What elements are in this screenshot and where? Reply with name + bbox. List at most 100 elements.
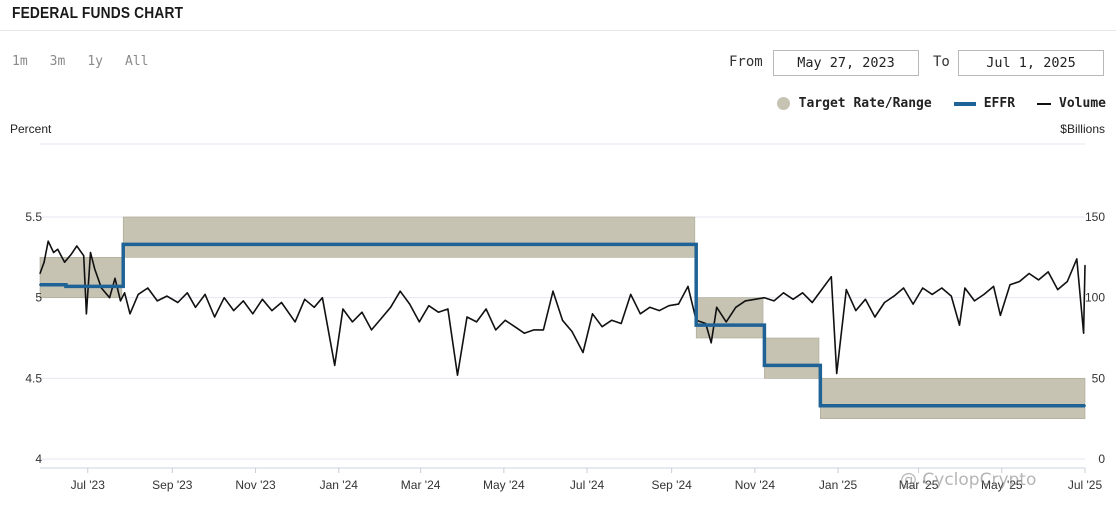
effr-point-3 xyxy=(695,324,698,327)
volume-point-6 xyxy=(70,253,72,255)
effr-point-2 xyxy=(122,243,125,246)
x-tick-label-6: Jul '24 xyxy=(570,478,605,492)
x-tick-label-5: May '24 xyxy=(483,478,525,492)
to-label: To xyxy=(933,54,950,70)
volume-point-112 xyxy=(1018,280,1021,283)
range-button-1y[interactable]: 1y xyxy=(87,54,103,69)
volume-point-32 xyxy=(271,309,273,312)
y-right-tick-label-3: 150 xyxy=(1085,210,1105,224)
volume-point-96 xyxy=(874,316,876,318)
volume-point-111 xyxy=(1009,284,1011,286)
volume-point-84 xyxy=(763,297,766,299)
x-tick-label-10: Mar '25 xyxy=(899,478,939,492)
volume-point-23 xyxy=(186,292,188,294)
volume-point-61 xyxy=(552,290,554,292)
effr-point-1 xyxy=(64,285,67,288)
volume-point-72 xyxy=(658,309,660,312)
effr-series xyxy=(39,242,1086,408)
y-right-tick-label-2: 100 xyxy=(1085,291,1105,305)
legend-item-effr[interactable]: EFFR xyxy=(953,96,1016,111)
volume-point-93 xyxy=(845,289,847,291)
volume-point-15 xyxy=(119,300,122,302)
volume-point-37 xyxy=(321,297,323,299)
volume-point-3 xyxy=(53,251,55,254)
target-range-segment-3 xyxy=(764,337,820,379)
volume-point-118 xyxy=(1076,258,1078,260)
volume-point-91 xyxy=(830,276,832,278)
x-tick-label-0: Jul '23 xyxy=(71,478,106,492)
volume-point-9 xyxy=(85,313,87,315)
y-right-tick-label-1: 50 xyxy=(1092,371,1106,385)
volume-series xyxy=(39,240,1086,376)
volume-point-38 xyxy=(334,364,336,367)
volume-point-116 xyxy=(1057,289,1059,291)
volume-point-17 xyxy=(129,313,131,315)
volume-point-47 xyxy=(418,321,420,323)
volume-point-106 xyxy=(964,287,966,289)
volume-point-68 xyxy=(620,322,622,325)
volume-point-49 xyxy=(437,311,439,313)
volume-point-41 xyxy=(361,311,363,313)
target-range-segment-1 xyxy=(122,216,696,258)
y-left-tick-label-2: 5 xyxy=(35,291,42,305)
volume-point-33 xyxy=(280,301,283,304)
volume-point-39 xyxy=(342,308,344,310)
volume-point-30 xyxy=(252,313,254,315)
range-button-all[interactable]: All xyxy=(124,54,149,69)
volume-point-4 xyxy=(57,248,59,250)
volume-point-83 xyxy=(754,298,756,300)
legend-label-target-rate: Target Rate/Range xyxy=(798,96,932,111)
volume-point-109 xyxy=(992,285,995,287)
legend-label-effr: EFFR xyxy=(983,96,1016,111)
legend-swatch-effr xyxy=(953,101,976,106)
legend-swatch-target-rate xyxy=(776,97,790,110)
x-tick-label-9: Jan '25 xyxy=(819,478,858,492)
volume-point-104 xyxy=(950,295,952,297)
volume-point-55 xyxy=(495,329,497,331)
volume-point-117 xyxy=(1066,280,1068,283)
volume-point-113 xyxy=(1028,272,1030,275)
legend-swatch-volume xyxy=(1037,102,1052,105)
volume-point-67 xyxy=(611,319,613,321)
volume-point-1 xyxy=(43,261,45,263)
volume-point-114 xyxy=(1038,279,1040,281)
watermark: @ CyclopCrypto xyxy=(900,470,1037,490)
volume-line xyxy=(39,240,1086,376)
volume-point-0 xyxy=(39,272,41,275)
volume-point-103 xyxy=(941,287,943,289)
legend-item-target-rate[interactable]: Target Rate/Range xyxy=(776,96,932,111)
volume-point-78 xyxy=(710,342,712,344)
from-date-input[interactable] xyxy=(773,50,919,76)
volume-point-75 xyxy=(687,285,689,287)
range-button-1m[interactable]: 1m xyxy=(12,54,28,69)
volume-point-56 xyxy=(504,319,506,321)
volume-point-21 xyxy=(166,295,168,297)
volume-point-71 xyxy=(649,306,651,308)
volume-point-115 xyxy=(1047,271,1049,273)
volume-point-24 xyxy=(194,306,197,308)
volume-point-94 xyxy=(855,309,857,312)
volume-point-107 xyxy=(973,300,976,302)
volume-point-10 xyxy=(89,251,92,254)
volume-point-51 xyxy=(456,374,459,376)
volume-point-81 xyxy=(735,306,737,308)
volume-point-5 xyxy=(63,261,66,263)
title-divider xyxy=(0,30,1116,31)
volume-point-59 xyxy=(533,329,535,331)
volume-point-26 xyxy=(214,316,216,318)
volume-point-34 xyxy=(294,321,296,323)
volume-point-108 xyxy=(983,293,985,296)
volume-point-7 xyxy=(76,245,78,247)
volume-point-97 xyxy=(883,301,886,304)
volume-point-98 xyxy=(893,295,895,297)
volume-point-82 xyxy=(744,300,746,302)
effr-point-4 xyxy=(763,364,766,367)
legend-item-volume[interactable]: Volume xyxy=(1037,96,1106,111)
volume-point-40 xyxy=(351,321,354,323)
x-tick-label-4: Mar '24 xyxy=(401,478,441,492)
range-button-3m[interactable]: 3m xyxy=(49,54,66,69)
volume-point-88 xyxy=(802,292,804,294)
volume-point-57 xyxy=(514,326,516,328)
to-date-input[interactable] xyxy=(958,50,1104,76)
left-axis-title: Percent xyxy=(10,122,52,136)
